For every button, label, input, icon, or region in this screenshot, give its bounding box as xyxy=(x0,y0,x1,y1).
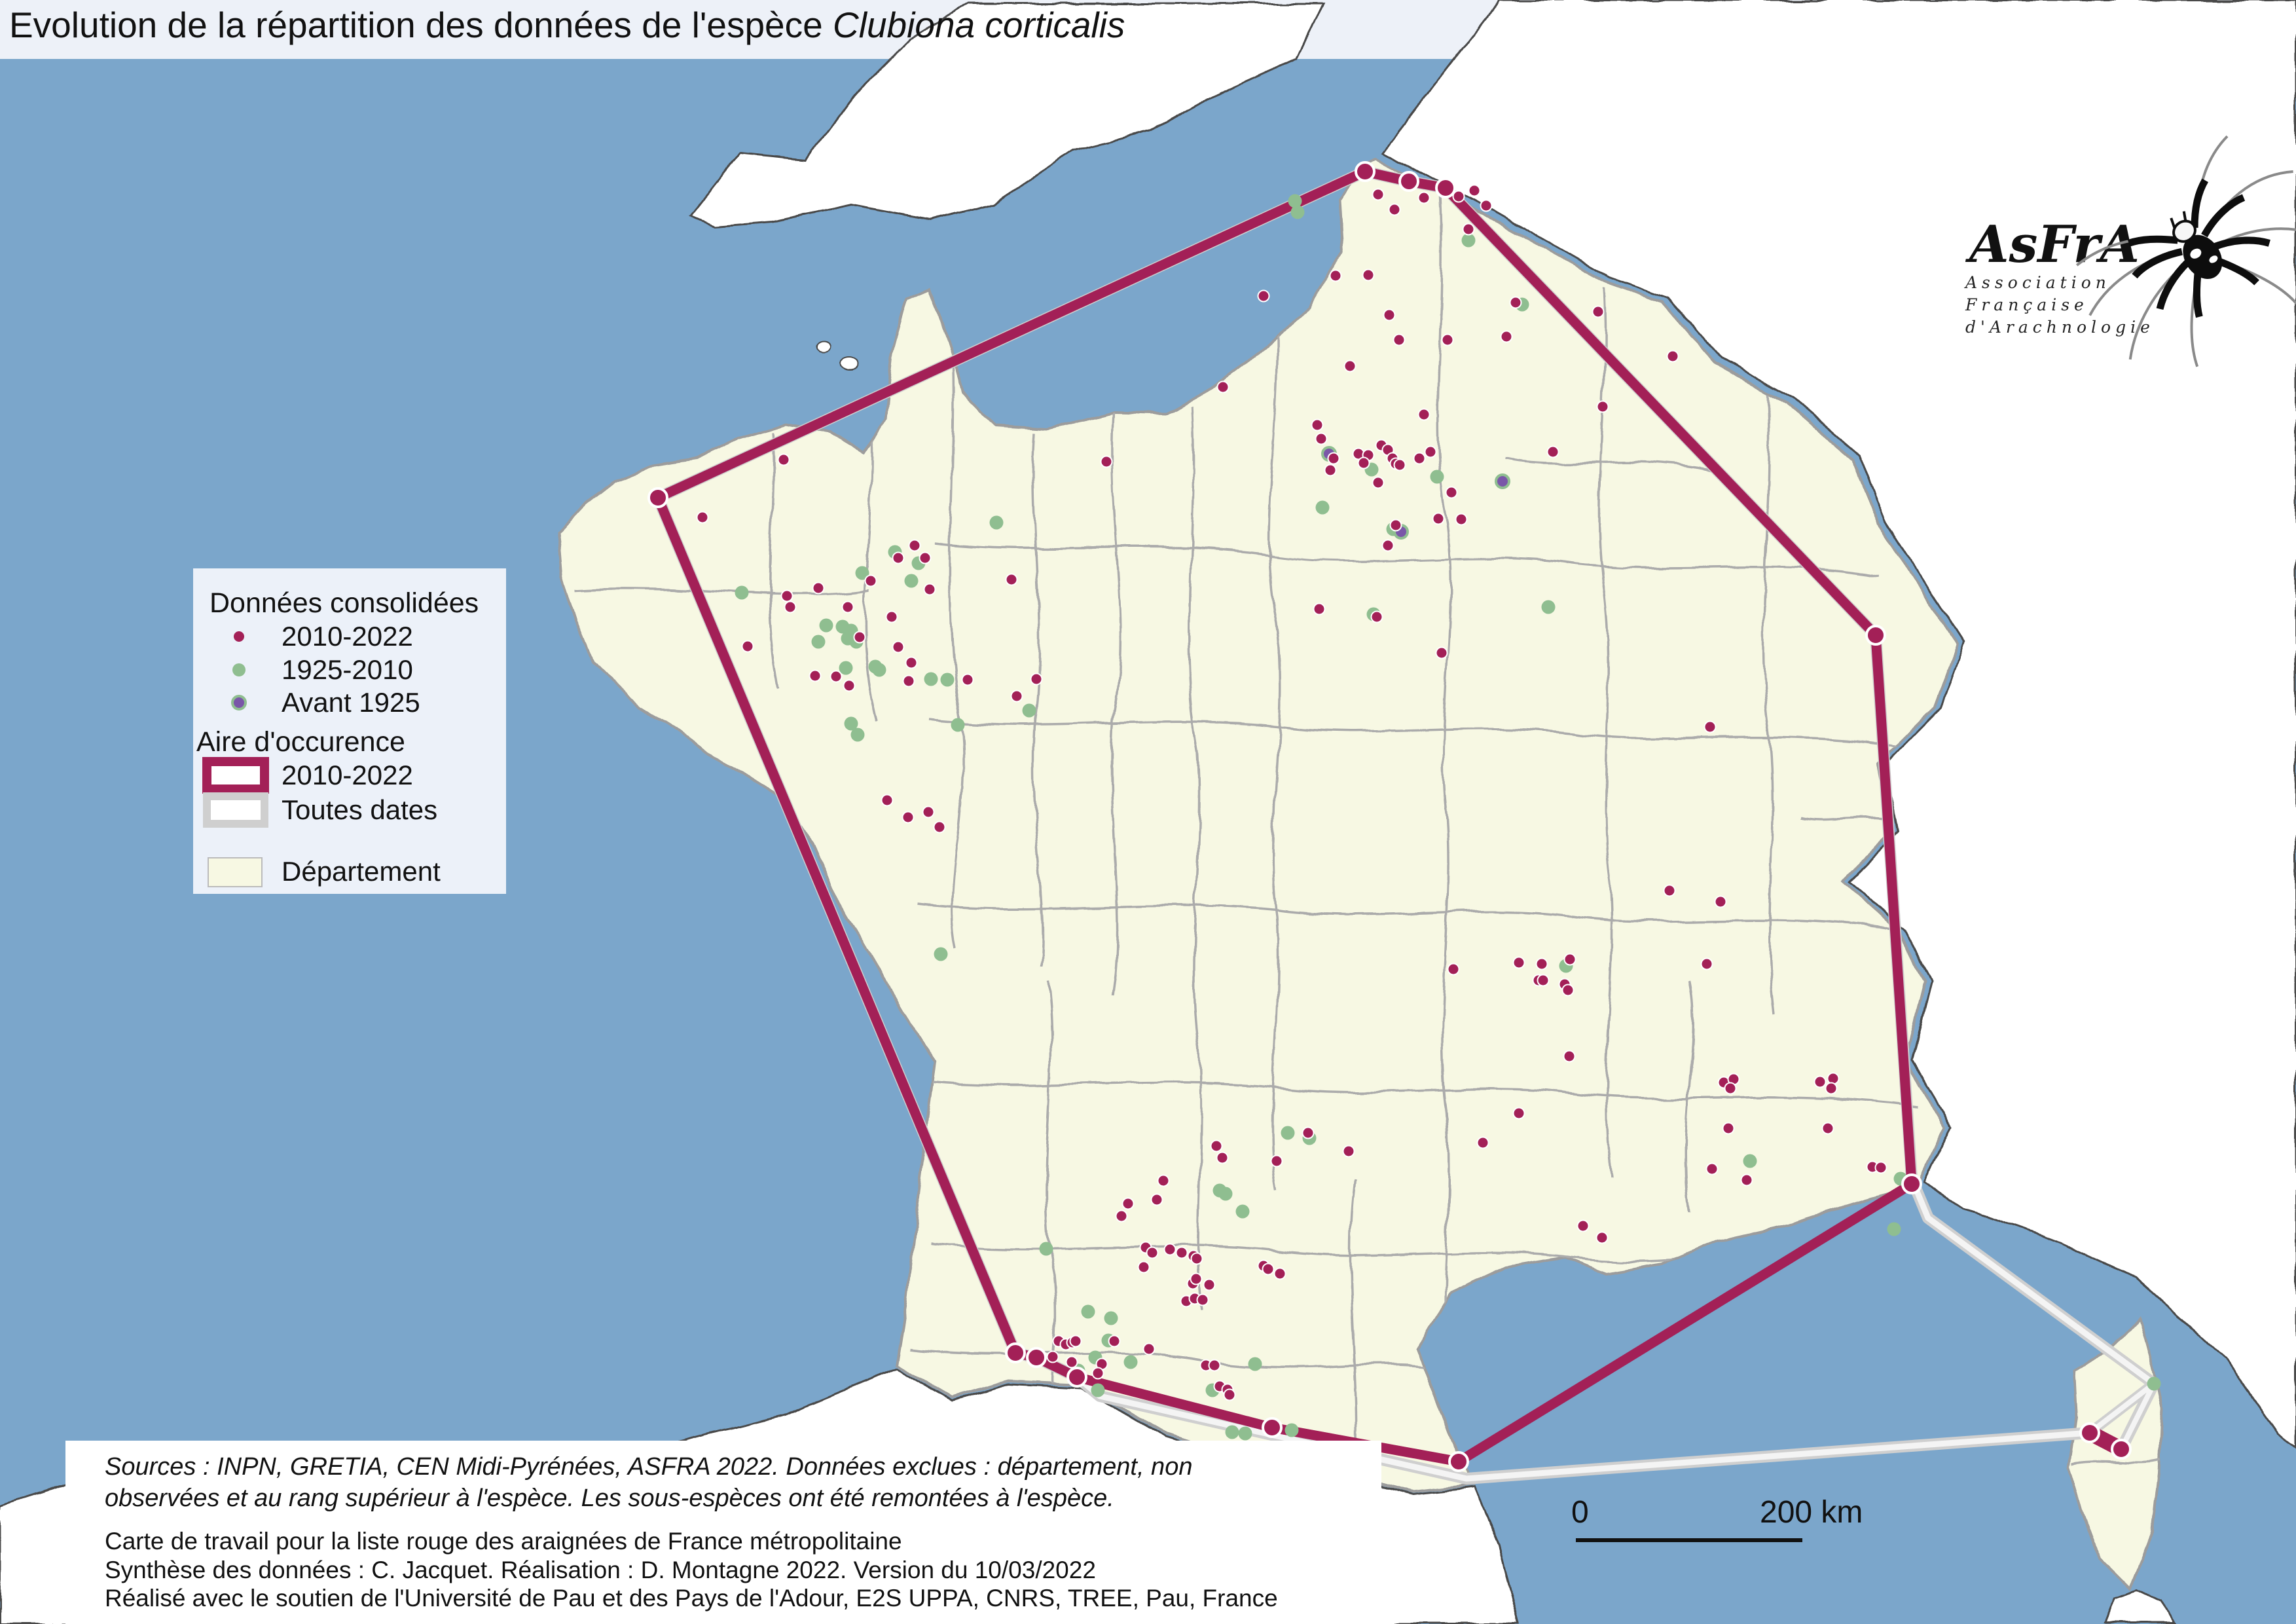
credits: Sources : INPN, GRETIA, CEN Midi-Pyrénée… xyxy=(65,1441,1381,1624)
asfra-acronym: AsFrA xyxy=(1965,215,2140,274)
occurrence-hull-vertices xyxy=(647,161,2132,1472)
legend-header-occurrence: Aire d'occurence xyxy=(196,726,405,758)
asfra-logo: AsFrA Association Française d'Arachnolog… xyxy=(1964,135,2296,367)
scale-end: 200 km xyxy=(1760,1495,1863,1530)
legend-box xyxy=(193,568,506,894)
sardinia-landmass xyxy=(2103,1589,2176,1624)
spider-icon xyxy=(2075,135,2296,367)
legend-swatch-hull-toutes-dates xyxy=(203,792,268,828)
credits-line-3: Réalisé avec le soutien de l'Université … xyxy=(105,1585,1278,1612)
credits-line-2: Synthèse des données : C. Jacquet. Réali… xyxy=(105,1557,1096,1583)
legend-label-hull-toutes-dates: Toutes dates xyxy=(282,794,437,825)
legend-header-consolidated: Données consolidées xyxy=(210,587,479,619)
island xyxy=(816,340,831,352)
legend-dot-1925-2010 xyxy=(232,663,246,676)
legend-swatch-hull-2010-2022 xyxy=(202,757,269,794)
credits-line-1: Carte de travail pour la liste rouge des… xyxy=(105,1528,902,1555)
legend-label-2010-2022: 2010-2022 xyxy=(282,621,413,652)
scale-bar: 0 200 km xyxy=(1571,1495,1863,1542)
legend-label-1925-2010: 1925-2010 xyxy=(282,654,413,685)
england-landmass xyxy=(689,2,1324,227)
legend-dot-avant-1925 xyxy=(231,695,247,710)
legend-label-departement: Département xyxy=(282,856,441,887)
legend-label-hull-2010-2022: 2010-2022 xyxy=(282,760,413,790)
species-name: Clubiona corticalis xyxy=(833,5,1125,45)
scale-start: 0 xyxy=(1571,1495,1589,1530)
legend-dot-2010-2022 xyxy=(234,631,244,642)
europe-landmass xyxy=(1381,0,2296,1449)
asfra-line-3: d'Arachnologie xyxy=(1965,318,2155,337)
credits-sources-line-2: observées et au rang supérieur à l'espèc… xyxy=(105,1485,1114,1512)
legend-label-avant-1925: Avant 1925 xyxy=(282,687,420,718)
credits-sources-line-1: Sources : INPN, GRETIA, CEN Midi-Pyrénée… xyxy=(105,1453,1192,1481)
asfra-line-1: Association xyxy=(1964,273,2111,292)
points-2010-2022 xyxy=(696,184,1887,1401)
legend-swatch-departement xyxy=(208,857,263,887)
page-title: Evolution de la répartition des données … xyxy=(9,5,1125,45)
legend: Données consolidées 2010-2022 1925-2010 … xyxy=(193,568,506,894)
island xyxy=(841,358,861,371)
asfra-line-2: Française xyxy=(1965,295,2088,314)
credits-backdrop xyxy=(65,1441,1381,1624)
department-border-corsica xyxy=(2071,1459,2161,1465)
